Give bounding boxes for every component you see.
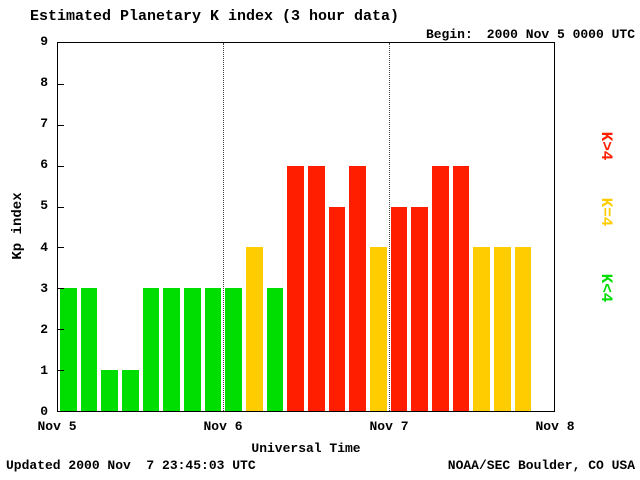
updated-timestamp: Updated 2000 Nov 7 23:45:03 UTC	[6, 458, 256, 473]
begin-timestamp: Begin: 2000 Nov 5 0000 UTC	[395, 12, 635, 57]
kp-bar	[287, 165, 304, 411]
x-tick-label: Nov 5	[37, 419, 77, 434]
kp-bar	[370, 247, 387, 411]
y-tick	[58, 329, 64, 331]
y-tick-label: 0	[40, 404, 48, 419]
kp-bar	[452, 165, 470, 411]
kp-bar	[225, 288, 242, 411]
kp-bar	[60, 288, 77, 411]
y-tick-label: 3	[40, 280, 48, 296]
kp-bar	[390, 206, 408, 411]
y-tick	[58, 206, 64, 208]
kp-bar	[163, 288, 180, 411]
x-axis-title: Universal Time	[251, 441, 361, 456]
kp-bar	[494, 247, 511, 411]
kp-bar	[432, 165, 449, 411]
legend-k-gt-4: K>4	[597, 131, 615, 161]
kp-bar	[266, 288, 284, 411]
y-tick-label: 8	[40, 75, 48, 91]
kp-bar	[101, 370, 118, 411]
kp-bar	[204, 288, 222, 411]
day-separator	[388, 43, 390, 411]
y-tick-label: 6	[40, 157, 48, 173]
plot-area	[57, 42, 555, 412]
kp-bar	[308, 165, 325, 411]
kp-bar	[122, 370, 139, 411]
y-tick	[58, 370, 64, 372]
source-attribution: NOAA/SEC Boulder, CO USA	[447, 458, 635, 473]
y-tick	[58, 288, 64, 290]
chart-title: Estimated Planetary K index (3 hour data…	[30, 8, 400, 25]
kp-bar	[411, 206, 428, 411]
y-tick	[58, 165, 64, 167]
y-tick-label: 2	[40, 321, 48, 337]
kp-bar	[80, 288, 98, 411]
kp-bar	[328, 206, 346, 411]
day-separator	[223, 43, 225, 411]
y-tick	[58, 247, 64, 249]
kp-bar	[246, 247, 263, 411]
x-tick-label: Nov 7	[369, 419, 409, 434]
kp-bar	[349, 165, 366, 411]
y-tick-label: 5	[40, 198, 48, 214]
kp-bar	[184, 288, 201, 411]
begin-label: Begin:	[425, 27, 473, 42]
y-tick	[58, 124, 64, 126]
legend-k-lt-4: K<4	[597, 273, 615, 303]
kp-bar	[142, 288, 160, 411]
y-tick-label: 1	[40, 362, 48, 378]
begin-value: 2000 Nov 5 0000 UTC	[486, 27, 635, 42]
y-tick-label: 4	[40, 239, 48, 255]
kp-bar	[514, 247, 532, 411]
y-tick	[58, 83, 64, 85]
x-tick-label: Nov 6	[203, 419, 243, 434]
y-tick-label: 7	[40, 116, 48, 132]
y-tick-label: 9	[40, 34, 48, 49]
kp-bar	[473, 247, 490, 411]
x-tick-label: Nov 8	[535, 419, 575, 434]
legend-k-eq-4: K=4	[597, 197, 615, 227]
